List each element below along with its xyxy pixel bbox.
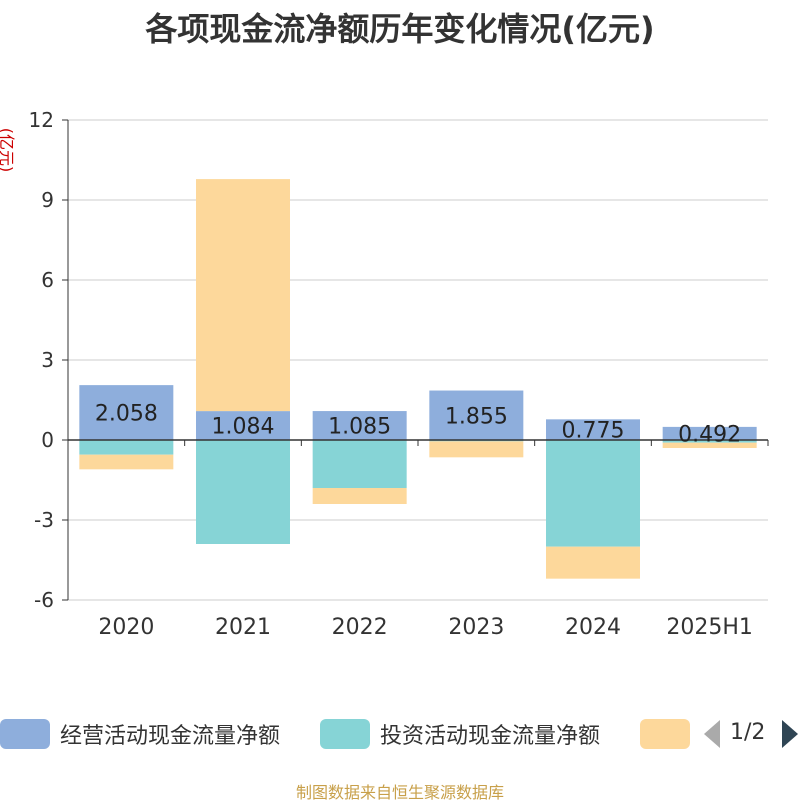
legend-swatch-third — [640, 719, 690, 749]
x-tick-label: 2021 — [215, 615, 271, 640]
legend-swatch-operating — [0, 719, 50, 749]
y-tick-label: -3 — [34, 508, 54, 532]
data-label: 2.058 — [95, 402, 158, 427]
y-tick-label: 3 — [41, 348, 54, 372]
bar-2021-series-0 — [196, 411, 290, 440]
x-tick-label: 2025H1 — [666, 615, 753, 640]
data-label: 1.084 — [212, 415, 275, 440]
bar-2022-series-0 — [312, 411, 407, 440]
legend-next-page-icon[interactable] — [782, 720, 798, 748]
y-tick-label: 9 — [41, 188, 54, 212]
legend-item-operating[interactable]: 经营活动现金流量净额 — [0, 716, 280, 752]
data-label: 1.085 — [328, 415, 391, 440]
bar-2024-series-1 — [546, 440, 640, 547]
bar-2024-series-0 — [546, 419, 640, 440]
bar-2022-series-2 — [312, 488, 407, 504]
bar-2023-series-2 — [429, 441, 524, 458]
bar-2025H1-series-1 — [662, 440, 757, 443]
x-tick-label: 2022 — [332, 615, 388, 640]
axes: -6 -3 0 3 6 9 12 2020 2021 2022 2023 2024 2025H1 — [29, 108, 769, 640]
y-tick-label: 0 — [41, 428, 54, 452]
data-label: 0.775 — [562, 419, 625, 444]
bar-chart: -6 -3 0 3 6 9 12 2020 2021 2022 2023 2024 2025H1 2.0… — [29, 108, 769, 640]
bar-series — [79, 179, 757, 579]
grid-lines — [68, 119, 768, 601]
bar-2022-series-1 — [312, 440, 407, 488]
y-tick-label: 12 — [29, 108, 54, 132]
legend: 经营活动现金流量净额 投资活动现金流量净额 1/2 — [0, 716, 800, 756]
legend-page-indicator: 1/2 — [730, 720, 766, 745]
legend-prev-page-icon[interactable] — [704, 720, 720, 748]
legend-swatch-investing — [320, 719, 370, 749]
source-note: 制图数据来自恒生聚源数据库 — [295, 783, 504, 802]
bar-2021-series-2 — [196, 179, 290, 412]
y-tick-label: 6 — [41, 268, 54, 292]
bar-2021-series-1 — [196, 440, 290, 544]
data-label: 0.492 — [678, 422, 741, 447]
bar-2025H1-series-0 — [662, 426, 757, 440]
bar-2020-series-0 — [79, 385, 174, 440]
chart-title: 各项现金流净额历年变化情况(亿元) — [145, 10, 655, 48]
legend-item-investing[interactable]: 投资活动现金流量净额 — [320, 716, 600, 752]
legend-item-third[interactable] — [640, 716, 700, 752]
y-tick-label: -6 — [34, 588, 54, 612]
bar-2023-series-0 — [429, 390, 524, 440]
x-tick-label: 2023 — [448, 615, 504, 640]
data-labels: 2.058 1.084 1.085 1.855 0.775 0.492 — [95, 402, 741, 448]
data-label: 1.855 — [445, 404, 508, 429]
bar-2025H1-series-2 — [662, 442, 757, 448]
legend-label-investing: 投资活动现金流量净额 — [380, 724, 601, 749]
x-tick-label: 2024 — [565, 615, 621, 640]
x-tick-label: 2020 — [98, 615, 154, 640]
legend-label-operating: 经营活动现金流量净额 — [60, 724, 281, 749]
bar-2020-series-1 — [79, 440, 174, 455]
bar-2024-series-2 — [546, 546, 640, 579]
bar-2020-series-2 — [79, 454, 174, 470]
